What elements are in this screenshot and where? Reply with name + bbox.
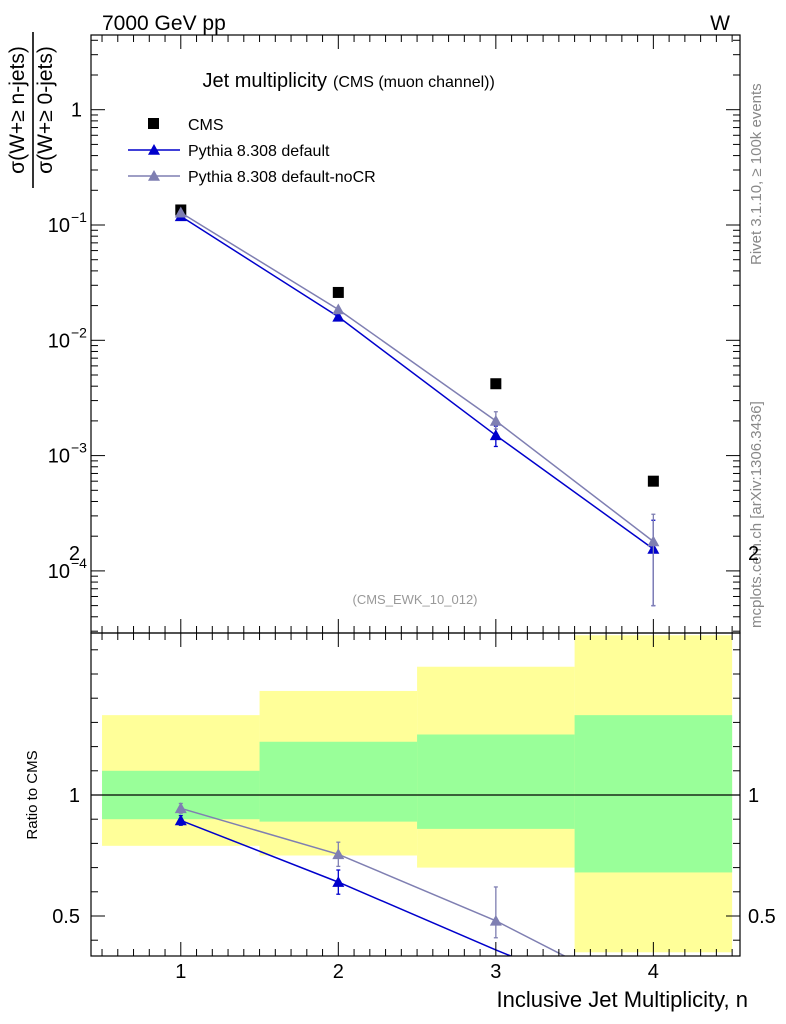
cms-data-point <box>490 378 502 390</box>
x-tick-label: 4 <box>648 961 659 983</box>
y-tick-exponent: −1 <box>71 209 87 225</box>
header-energy-label: 7000 GeV pp <box>102 12 226 35</box>
plot-title: Jet multiplicity <box>203 70 327 92</box>
ratio-data-point <box>332 848 345 860</box>
ratio-y-tick-label-right: 1 <box>748 785 759 807</box>
series-line-2 <box>180 211 654 543</box>
legend-marker-triangle <box>148 144 160 155</box>
x-axis-label: Inclusive Jet Multiplicity, n <box>497 987 748 1012</box>
y-tick-label: 10 <box>48 446 70 468</box>
source-reference-text: mcplots.cern.ch [arXiv:1306.3436] <box>748 401 765 628</box>
series-line-1 <box>180 215 654 550</box>
ratio-data-point <box>174 814 187 826</box>
y-tick-exponent: −2 <box>71 324 87 340</box>
x-tick-label: 1 <box>175 961 186 983</box>
uncertainty-band-inner <box>417 734 575 829</box>
mc-data-point <box>332 303 345 315</box>
x-tick-label: 3 <box>490 961 501 983</box>
y-axis-label-numerator: σ(W+≥ n-jets) <box>6 46 29 174</box>
mc-data-point <box>489 414 502 426</box>
ratio-line-0 <box>180 819 513 956</box>
plot-subtitle: (CMS (muon channel)) <box>333 74 495 91</box>
mc-data-point <box>647 535 660 547</box>
ratio-y-tick-label-left: 0.5 <box>52 906 80 928</box>
ratio-line-1 <box>180 807 567 956</box>
uncertainty-band-inner <box>574 715 733 873</box>
mc-data-point <box>489 429 502 441</box>
mc-data-point <box>174 206 187 218</box>
mc-data-point <box>332 310 345 322</box>
ratio-y-tick-label-right: 2 <box>748 543 759 565</box>
ratio-axis-label: Ratio to CMS <box>24 750 41 839</box>
legend-label: Pythia 8.308 default <box>188 143 330 160</box>
legend-marker-triangle <box>148 170 160 181</box>
ratio-data-point <box>332 876 345 887</box>
y-tick-exponent: −4 <box>71 555 87 571</box>
y-axis-label-top-panel: σ(W+≥ n-jets) σ(W+≥ 0-jets) <box>6 32 57 188</box>
legend-marker-cms <box>148 118 159 129</box>
ratio-data-point <box>174 802 187 814</box>
analysis-watermark: (CMS_EWK_10_012) <box>353 592 478 607</box>
cms-data-point <box>647 475 659 487</box>
x-tick-label: 2 <box>333 961 344 983</box>
uncertainty-band-inner <box>259 741 418 822</box>
rivet-version-text: Rivet 3.1.10, ≥ 100k events <box>748 83 765 265</box>
cms-data-point <box>332 286 344 298</box>
legend-label: Pythia 8.308 default-noCR <box>188 169 376 186</box>
ratio-y-tick-label-left: 1 <box>69 785 80 807</box>
y-tick-exponent: −3 <box>71 440 87 456</box>
y-tick-label: 1 <box>71 100 82 122</box>
y-tick-label: 10 <box>48 561 70 583</box>
y-tick-label: 10 <box>48 330 70 352</box>
ratio-y-tick-label-left: 2 <box>69 543 80 565</box>
ratio-data-point <box>489 914 502 926</box>
legend-label: CMS <box>188 117 224 134</box>
header-process-label: W <box>710 12 730 35</box>
ratio-y-tick-label-right: 0.5 <box>748 906 776 928</box>
y-tick-label: 10 <box>48 215 70 237</box>
y-axis-label-denominator: σ(W+≥ 0-jets) <box>34 46 57 174</box>
